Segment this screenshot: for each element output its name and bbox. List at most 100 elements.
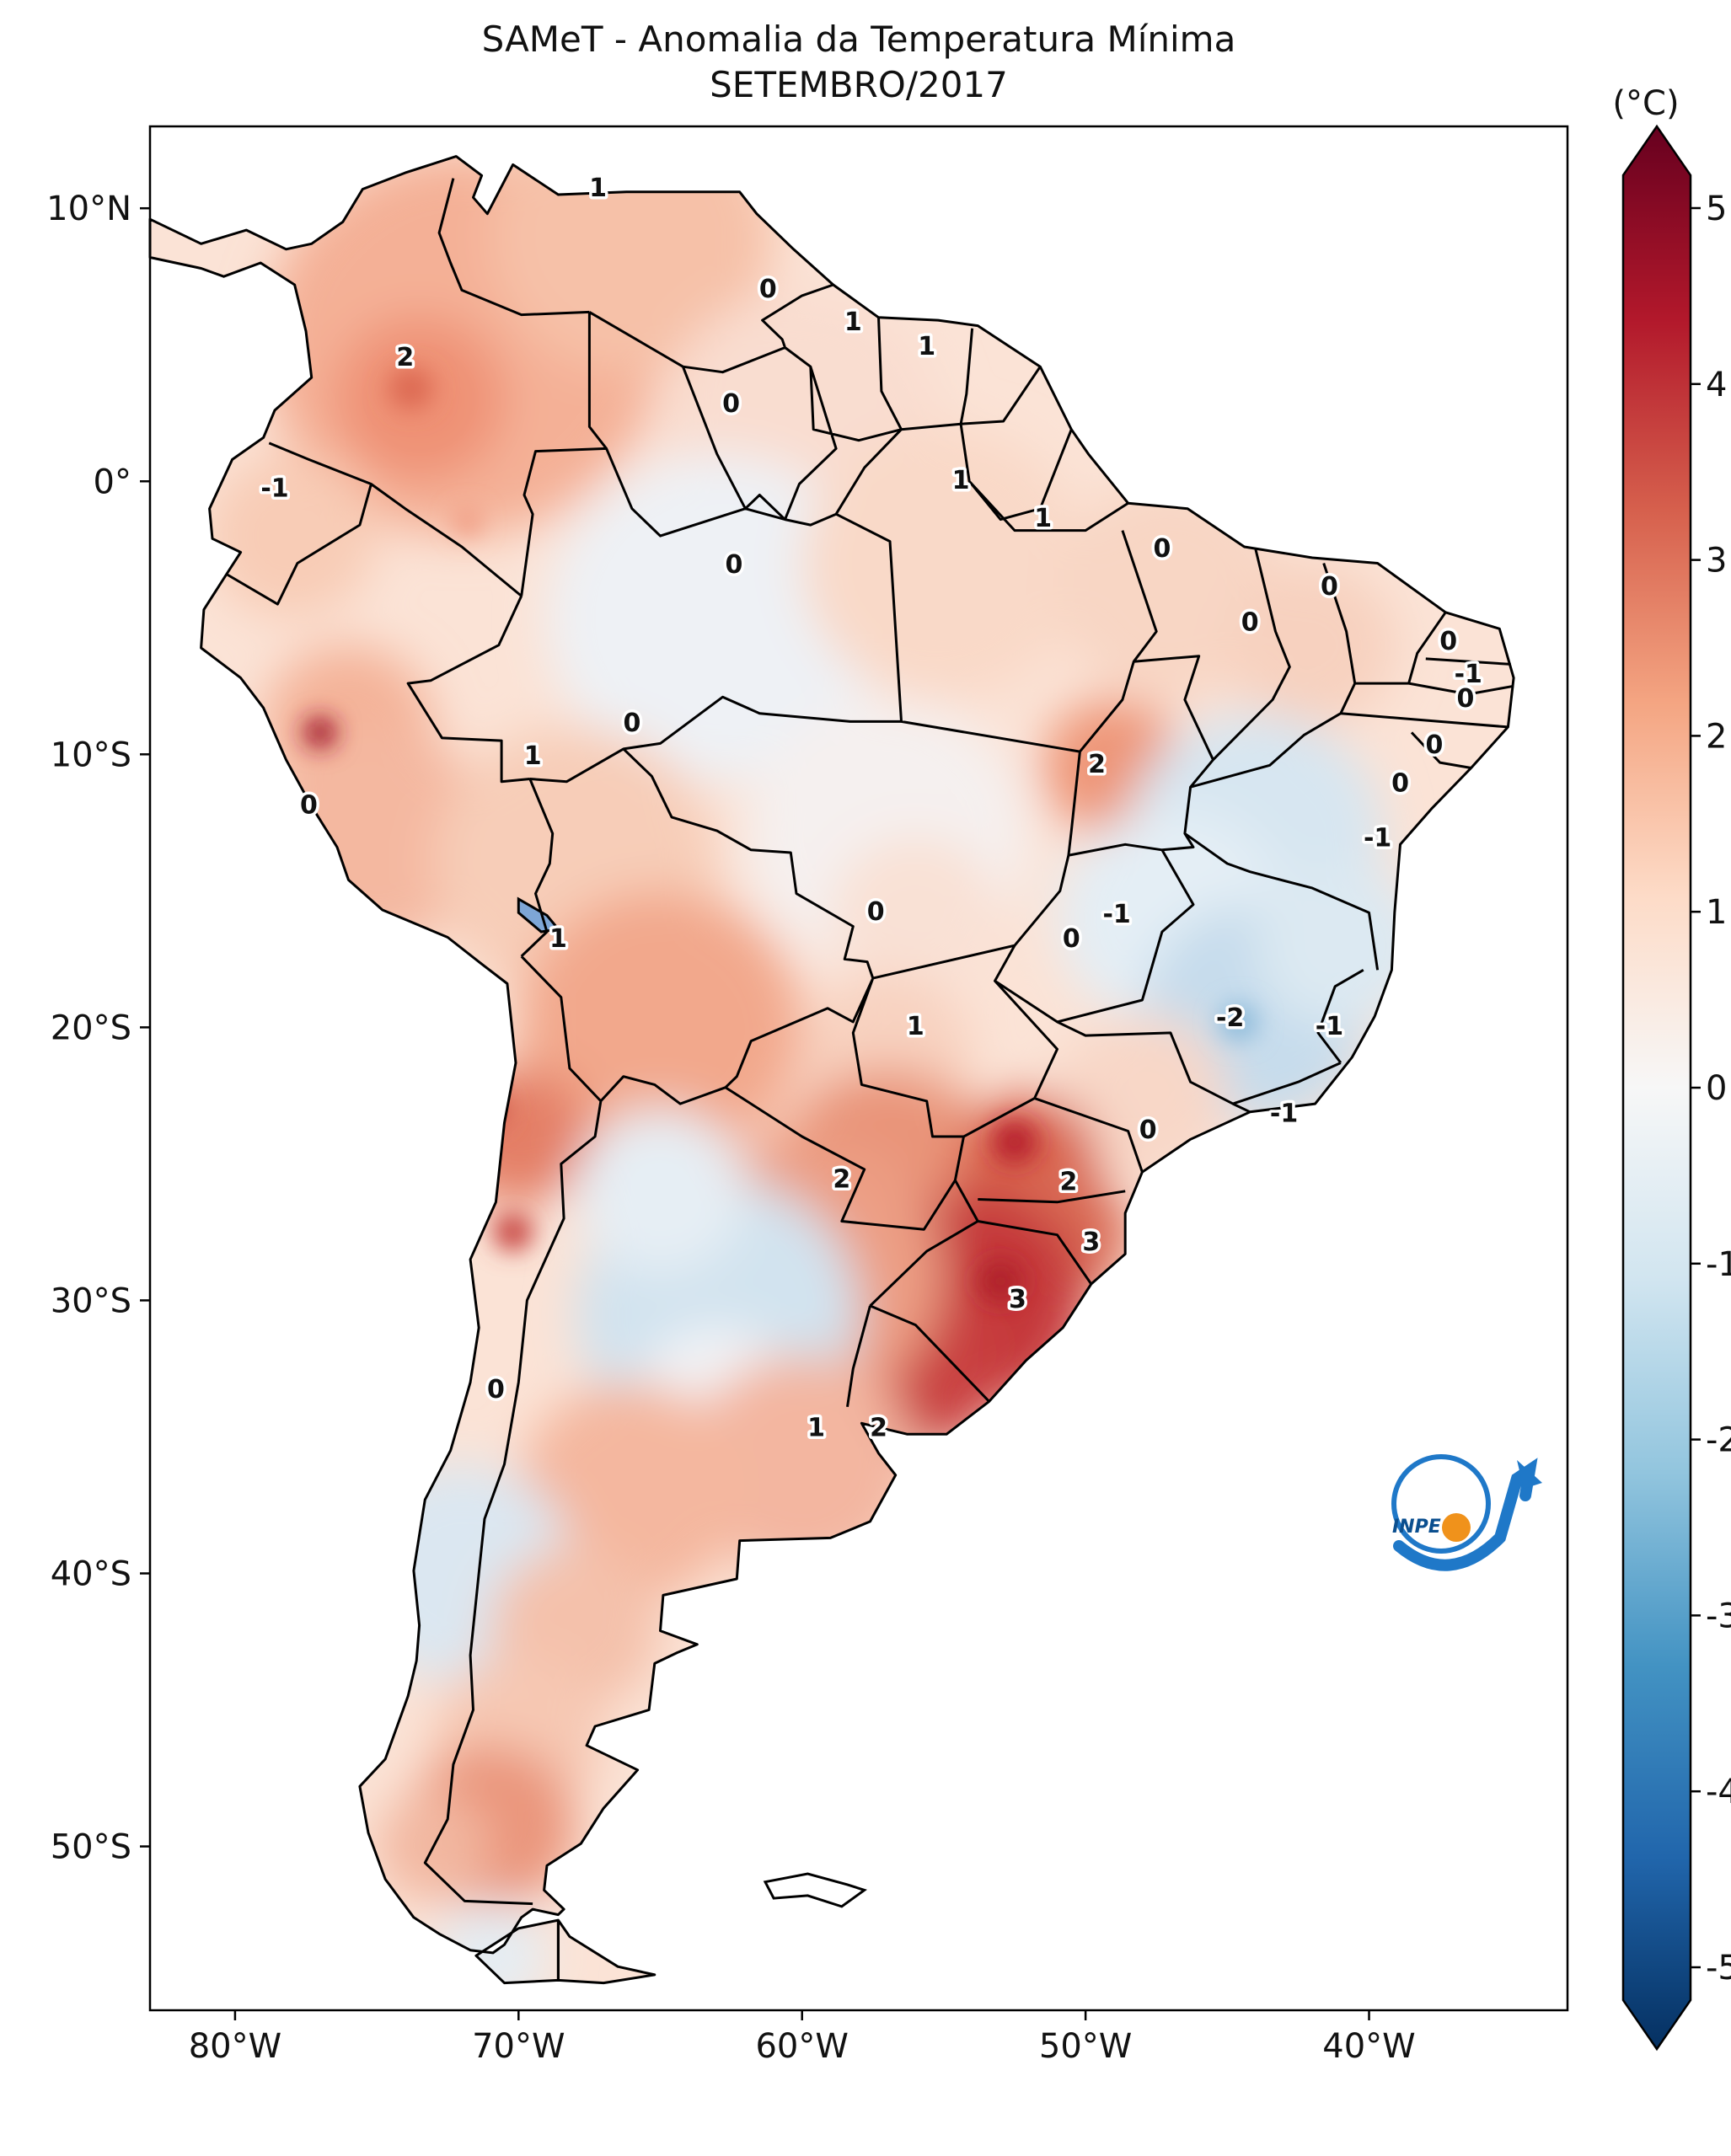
anomaly-region xyxy=(206,453,378,618)
contour-label: 0 xyxy=(300,790,318,820)
anomaly-hotspot xyxy=(453,508,482,537)
contour-label: -2 xyxy=(1216,1003,1244,1033)
contour-label: -1 xyxy=(260,473,288,503)
anomaly-region xyxy=(518,891,802,1164)
colorbar-tick-label: -1 xyxy=(1706,1245,1731,1284)
logo-arrowhead-icon xyxy=(1517,1460,1542,1489)
contour-label: 2 xyxy=(1059,1168,1077,1197)
contour-label: 1 xyxy=(549,924,567,954)
logo-text: INPE xyxy=(1392,1517,1441,1538)
lon-tick-label: 60°W xyxy=(755,2027,848,2066)
colorbar-unit: (°C) xyxy=(1612,84,1680,123)
anomaly-hotspot xyxy=(978,1259,1024,1303)
colorbar-tick-label: 3 xyxy=(1706,542,1727,580)
contour-label: 0 xyxy=(1439,627,1457,656)
anomaly-region xyxy=(546,453,887,782)
lat-tick-label: 10°N xyxy=(46,190,131,228)
colorbar-tick-label: 2 xyxy=(1706,717,1727,756)
contour-label: 1 xyxy=(952,466,970,495)
coastline xyxy=(148,155,1515,1985)
lat-tick-label: 20°S xyxy=(51,1008,131,1047)
chart-subtitle: SETEMBRO/2017 xyxy=(710,64,1008,105)
inpe-logo: INPE xyxy=(1391,1454,1542,1571)
contour-label: 0 xyxy=(759,275,777,304)
lon-tick-label: 70°W xyxy=(472,2027,565,2066)
lat-tick-label: 10°S xyxy=(51,736,131,774)
colorbar: 5 4 3 2 1 0 -1 -2 -3 -4 -5 xyxy=(1621,124,1731,2052)
logo-arrow-icon xyxy=(1393,1458,1538,1571)
lat-tick-label: 40°S xyxy=(51,1555,131,1594)
anomaly-region xyxy=(575,1109,746,1274)
contour-label: 0 xyxy=(1391,768,1409,798)
contour-label: 1 xyxy=(1034,504,1052,533)
colorbar-bar xyxy=(1621,124,1692,2052)
lat-tick-label: 0° xyxy=(94,463,131,501)
contour-label: 0 xyxy=(867,897,885,927)
anomaly-hotspot xyxy=(1219,1003,1259,1041)
contour-label: 2 xyxy=(870,1413,887,1442)
contour-label: 1 xyxy=(807,1413,825,1442)
colorbar-tick-label: -4 xyxy=(1706,1773,1731,1811)
anomaly-region xyxy=(1227,563,1398,727)
contour-label: 1 xyxy=(844,308,862,337)
contour-label: 1 xyxy=(907,1012,924,1041)
lon-tick-label: 50°W xyxy=(1039,2027,1132,2066)
contour-label: 0 xyxy=(1154,534,1171,564)
logo-orbit-icon xyxy=(1391,1454,1491,1554)
lat-tick-label: 30°S xyxy=(51,1281,131,1320)
falklands-coast xyxy=(763,1872,867,1908)
colorbar-tick-label: 4 xyxy=(1706,366,1727,404)
contour-label: 0 xyxy=(1139,1115,1157,1145)
contour-label: -1 xyxy=(1316,1012,1343,1041)
contour-label: 0 xyxy=(726,550,743,580)
colorbar-tick-label: 0 xyxy=(1706,1069,1727,1108)
contour-label: -1 xyxy=(1102,900,1130,929)
contour-label: 1 xyxy=(918,332,935,361)
colorbar-tick-label: 1 xyxy=(1706,893,1727,932)
contour-label: 0 xyxy=(1321,572,1338,602)
contour-label: 3 xyxy=(1009,1285,1026,1314)
lat-tick-label: 50°S xyxy=(51,1828,131,1867)
lon-tick-label: 40°W xyxy=(1322,2027,1415,2066)
colorbar-tick-label: -5 xyxy=(1706,1949,1731,1987)
colorbar-tick-label: -2 xyxy=(1706,1421,1731,1460)
contour-label: -1 xyxy=(1364,823,1391,853)
contour-label: 0 xyxy=(487,1375,505,1404)
contour-label: 2 xyxy=(396,343,414,372)
colorbar-tick-label: 5 xyxy=(1706,190,1727,228)
map-frame xyxy=(148,125,1569,2012)
contour-label: -1 xyxy=(1455,660,1482,689)
longitude-axis: 80°W 70°W 60°W 50°W 40°W xyxy=(189,2010,1416,2066)
contour-label: 3 xyxy=(1082,1228,1100,1257)
contour-label: 0 xyxy=(722,389,740,419)
anomaly-region xyxy=(1255,863,1426,1028)
anomaly-hotspot xyxy=(303,715,338,749)
anomaly-hotspot xyxy=(992,1120,1037,1164)
contour-label: 0 xyxy=(1063,924,1080,954)
contour-label: 1 xyxy=(589,174,607,203)
contour-label: 0 xyxy=(623,709,640,738)
country-state-borders xyxy=(226,178,1514,1981)
anomaly-region xyxy=(801,426,1086,700)
anomaly-hotspot xyxy=(388,366,434,411)
contour-label: 1 xyxy=(524,741,542,771)
lon-tick-label: 80°W xyxy=(189,2027,281,2066)
latitude-axis: 10°N 0° 10°S 20°S 30°S 40°S 50°S xyxy=(46,190,150,1867)
anomaly-region xyxy=(689,1355,916,1574)
contour-label: 0 xyxy=(1425,730,1443,760)
anomaly-region xyxy=(830,836,1001,1000)
contour-label: 2 xyxy=(1088,750,1106,779)
contour-label: 0 xyxy=(1456,684,1474,714)
contour-label: -1 xyxy=(1270,1099,1298,1129)
contour-label: 0 xyxy=(1241,607,1259,637)
chart-title: SAMeT - Anomalia da Temperatura Mínima xyxy=(481,19,1236,60)
anomaly-region xyxy=(1057,1014,1228,1178)
anomaly-hotspot xyxy=(493,1212,533,1252)
colorbar-tick-label: -3 xyxy=(1706,1597,1731,1635)
contour-label: 2 xyxy=(833,1164,850,1194)
logo-sun-icon xyxy=(1442,1513,1471,1542)
anomaly-region xyxy=(518,1382,746,1601)
